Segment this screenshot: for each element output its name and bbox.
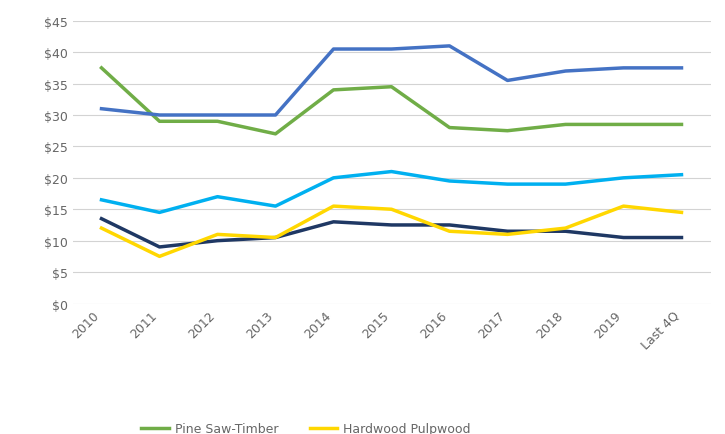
Line: Hardwood Pulpwood: Hardwood Pulpwood	[102, 207, 682, 257]
Hardwood Saw-Timber	[677, 66, 686, 71]
Pine Pulpwood	[97, 217, 106, 222]
Hardwood Saw-Timber	[503, 79, 512, 84]
Hardwood Pulpwood	[271, 235, 280, 240]
Pine Pulpwood	[619, 235, 628, 240]
Pine Chip-n-Saw	[677, 173, 686, 178]
Hardwood Saw-Timber	[561, 69, 570, 75]
Hardwood Pulpwood	[561, 226, 570, 231]
Pine Pulpwood	[155, 245, 164, 250]
Pine Chip-n-Saw	[619, 176, 628, 181]
Pine Saw-Timber	[677, 122, 686, 128]
Legend: Pine Saw-Timber, Pine Chip-n-Saw, Pine Pulpwood, Hardwood Pulpwood, Hardwood Saw: Pine Saw-Timber, Pine Chip-n-Saw, Pine P…	[136, 417, 489, 434]
Pine Pulpwood	[213, 239, 222, 244]
Pine Pulpwood	[677, 235, 686, 240]
Line: Pine Chip-n-Saw: Pine Chip-n-Saw	[102, 172, 682, 213]
Hardwood Saw-Timber	[97, 107, 106, 112]
Hardwood Pulpwood	[97, 226, 106, 231]
Pine Saw-Timber	[97, 66, 106, 71]
Pine Pulpwood	[387, 223, 396, 228]
Pine Saw-Timber	[155, 119, 164, 125]
Pine Chip-n-Saw	[503, 182, 512, 187]
Line: Pine Saw-Timber: Pine Saw-Timber	[102, 69, 682, 135]
Pine Chip-n-Saw	[445, 179, 454, 184]
Hardwood Pulpwood	[503, 232, 512, 237]
Hardwood Saw-Timber	[271, 113, 280, 118]
Hardwood Pulpwood	[155, 254, 164, 260]
Hardwood Saw-Timber	[213, 113, 222, 118]
Pine Chip-n-Saw	[97, 198, 106, 203]
Pine Chip-n-Saw	[155, 210, 164, 216]
Pine Chip-n-Saw	[561, 182, 570, 187]
Pine Pulpwood	[445, 223, 454, 228]
Hardwood Pulpwood	[213, 232, 222, 237]
Pine Chip-n-Saw	[387, 170, 396, 175]
Pine Saw-Timber	[387, 85, 396, 90]
Pine Saw-Timber	[619, 122, 628, 128]
Pine Saw-Timber	[503, 129, 512, 134]
Pine Pulpwood	[503, 229, 512, 234]
Pine Saw-Timber	[271, 132, 280, 137]
Hardwood Saw-Timber	[619, 66, 628, 71]
Hardwood Pulpwood	[387, 207, 396, 212]
Pine Pulpwood	[271, 235, 280, 240]
Hardwood Saw-Timber	[387, 47, 396, 53]
Hardwood Pulpwood	[677, 210, 686, 216]
Line: Pine Pulpwood: Pine Pulpwood	[102, 219, 682, 247]
Pine Pulpwood	[561, 229, 570, 234]
Hardwood Saw-Timber	[445, 44, 454, 49]
Hardwood Saw-Timber	[155, 113, 164, 118]
Hardwood Pulpwood	[619, 204, 628, 209]
Hardwood Saw-Timber	[329, 47, 338, 53]
Pine Saw-Timber	[445, 126, 454, 131]
Pine Chip-n-Saw	[213, 194, 222, 200]
Pine Saw-Timber	[329, 88, 338, 93]
Hardwood Pulpwood	[329, 204, 338, 209]
Pine Saw-Timber	[213, 119, 222, 125]
Line: Hardwood Saw-Timber: Hardwood Saw-Timber	[102, 47, 682, 116]
Pine Chip-n-Saw	[271, 204, 280, 209]
Pine Chip-n-Saw	[329, 176, 338, 181]
Pine Saw-Timber	[561, 122, 570, 128]
Hardwood Pulpwood	[445, 229, 454, 234]
Pine Pulpwood	[329, 220, 338, 225]
